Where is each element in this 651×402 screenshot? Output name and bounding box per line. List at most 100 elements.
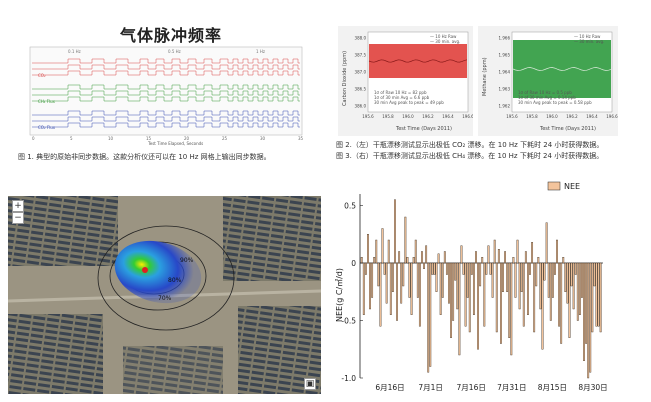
fig3-ylabel: Methane (ppm) [482,57,488,96]
fig3-raw-band [513,40,611,98]
fig2-y-tick: 388.0 [355,36,367,41]
fig3-stat-1: 1σ of Raw 10 Hz = 0.5 ppb [518,90,572,95]
nee-bar [585,262,588,344]
fig1-trace [32,110,300,116]
nee-bar [391,262,394,292]
tower-marker [142,267,148,273]
fig1-x-ticks: 0 5 10 15 20 25 30 35 [32,136,304,141]
nee-bar [371,262,374,298]
fig3-y-tick: 1.966 [499,36,511,41]
fig1-panel-blue [32,110,300,128]
nee-bar [491,262,494,298]
fig3-y-tick: 1.962 [499,104,511,109]
zoom-out-button[interactable]: − [12,212,24,224]
fig3-y-tick: 1.963 [499,87,511,92]
nee-bar [485,262,488,275]
fig3-ch4-drift-chart: 1.966 1.965 1.964 1.963 1.962 195.6 195.8 196.… [478,26,618,136]
map-canvas: 90% 80% 70% [8,196,321,394]
nee-bar [433,262,436,275]
nee-bar [502,262,504,292]
nee-bar [599,262,602,333]
nee-bar [360,257,363,264]
nee-bar [441,262,444,298]
fig2-x-tick: 196.0 [402,114,414,119]
nee-bar [593,262,596,287]
nee-bar [522,262,525,327]
solar-field-ne [223,196,321,281]
nee-bar [367,234,369,264]
fig2-stat-1: 1σ of Raw 10 Hz = 82 ppb [374,90,427,95]
fig1-trace [32,90,300,96]
fig2-x-tick: 196.2 [422,114,434,119]
fig2-xlabel: Test Time (Days 2011) [395,126,452,132]
fig2-x-tick: 196.6 [462,114,473,119]
nee-bar [369,262,371,310]
nee-bar [549,262,552,321]
contour-label-80: 80% [168,277,182,284]
fig2-y-tick: 386.0 [355,104,367,109]
nee-bar [410,262,413,315]
nee-bar [587,262,590,379]
fig1-trace [32,58,300,64]
fig1-label-co2flux: CO₂ Flux [38,125,56,130]
fig3-x-tick: 195.8 [526,114,538,119]
nee-bar [443,251,446,264]
fig3-y-ticks: 1.966 1.965 1.964 1.963 1.962 [499,36,511,109]
solar-field-s [123,346,223,394]
nee-bar [560,262,563,344]
nee-bar [554,262,556,275]
nee-bar [499,262,502,344]
zoom-in-button[interactable]: + [12,200,24,212]
nee-bar [375,239,378,264]
nee-x-tick: 8月15日 [538,383,567,392]
nee-bar [445,262,448,275]
footprint-map[interactable]: 90% 80% 70% + − ▣ [8,196,321,394]
fig3-x-tick: 196.6 [606,114,618,119]
fig3-stat-3: 30 min Avg peak to peak = 0.58 ppb [518,100,592,105]
nee-bar [508,262,511,338]
nee-bar [431,262,434,275]
fig1-top-tick-3: 1 Hz [256,49,265,54]
fig1-panel-red [32,58,300,76]
map-layers-icon[interactable]: ▣ [304,378,316,390]
fig3-caption: 图 3.（右）干瓶漂移测试显示出极低 CH₄ 漂移。在 10 Hz 下耗时 24… [336,152,604,160]
solar-field-sw [8,314,103,394]
fig1-trace [32,122,300,128]
fig2-x-tick: 195.6 [362,114,374,119]
nee-y-tick: -1.0 [341,374,356,383]
nee-legend-swatch [547,181,561,191]
page-title: 气体脉冲频率 [120,26,223,45]
fig2-legend-raw: — 10 Hz Raw [430,34,457,39]
fig2-stat-2: 1σ of 30 min Avg = 6.6 ppb [374,95,430,100]
fig2-avg-line [368,59,468,63]
nee-legend-label: NEE [564,182,580,191]
nee-bar [535,262,538,287]
nee-bar [398,251,401,264]
fig1-x-tick: 0 [32,136,35,141]
nee-bar [481,257,484,264]
nee-bar [425,245,428,264]
nee-bar [591,262,594,333]
fig2-y-tick: 386.5 [355,87,367,92]
nee-bar [583,262,585,361]
nee-bar [387,239,390,264]
nee-bar [408,262,411,298]
fig2-x-tick: 196.4 [442,114,454,119]
nee-bar [568,262,571,338]
nee-bar [597,262,600,327]
fig1-x-tick: 30 [260,136,266,141]
nee-bar [581,262,583,298]
nee-x-tick: 7月31日 [497,383,526,392]
nee-bar [470,262,473,275]
nee-bar [566,262,569,304]
fig1-trace [32,96,300,102]
nee-bar [381,228,384,264]
fig1-panel-green [32,84,300,102]
fig2-stat-3: 30 min Avg peak to peak = 49 ppb [374,100,444,105]
fig1-x-tick: 15 [146,136,152,141]
nee-bar [412,257,415,264]
nee-bar [527,262,529,315]
fig3-x-tick: 196.4 [586,114,598,119]
nee-bars [360,199,602,379]
fig3-stat-2: 1σ of 30 min Avg = 0.14 ppb [518,95,576,100]
